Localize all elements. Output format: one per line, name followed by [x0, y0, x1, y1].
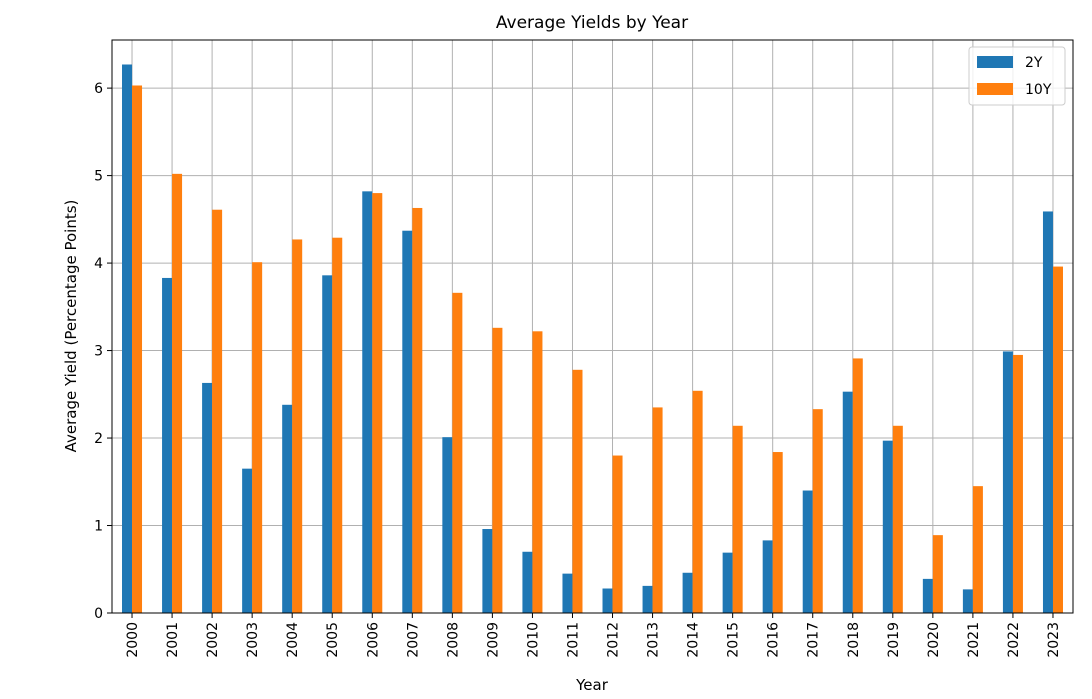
x-tick-label: 2000: [125, 622, 141, 658]
y-tick-label: 2: [94, 431, 103, 447]
x-tick-label: 2018: [846, 622, 862, 658]
x-tick-label: 2007: [405, 622, 421, 658]
x-tick-label: 2010: [525, 622, 541, 658]
x-tick-label: 2006: [365, 622, 381, 658]
legend-swatch-10y: [977, 83, 1013, 95]
bar-2y-2000: [122, 64, 133, 614]
bar-2y-2008: [442, 437, 453, 613]
bar-10y-2022: [1012, 354, 1023, 613]
x-tick-label: 2008: [445, 622, 461, 658]
x-tick-label: 2023: [1046, 622, 1062, 658]
x-tick-label: 2005: [325, 622, 341, 658]
y-tick-label: 6: [94, 81, 103, 97]
bar-10y-2004: [292, 239, 303, 613]
x-tick-label: 2016: [766, 622, 782, 658]
bar-10y-2020: [932, 535, 943, 613]
bar-2y-2009: [482, 529, 493, 613]
bar-2y-2006: [362, 191, 373, 613]
bar-2y-2022: [1002, 351, 1013, 613]
x-tick-label: 2004: [285, 622, 301, 658]
bar-10y-2005: [332, 237, 343, 614]
legend-label-10y: 10Y: [1025, 82, 1052, 98]
bar-2y-2016: [762, 540, 773, 613]
bar-10y-2013: [652, 407, 663, 613]
bar-2y-2018: [842, 391, 853, 613]
plot-area-frame: [111, 39, 1074, 614]
x-tick-label: 2011: [565, 622, 581, 658]
y-tick-label: 3: [94, 344, 103, 360]
bar-2y-2012: [602, 588, 613, 613]
y-axis: 0 1 2 3 4 5 6: [94, 81, 112, 622]
bar-10y-2010: [532, 331, 543, 613]
bar-10y-2009: [492, 327, 503, 613]
bars: [122, 64, 1063, 614]
legend: 2Y 10Y: [968, 46, 1066, 106]
bar-2y-2019: [882, 440, 893, 613]
bar-2y-2014: [682, 572, 693, 613]
y-tick-label: 1: [94, 519, 103, 535]
bar-10y-2015: [732, 425, 743, 613]
bar-10y-2017: [812, 409, 823, 613]
legend-label-2y: 2Y: [1025, 55, 1043, 71]
bar-10y-2016: [772, 452, 783, 613]
y-tick-label: 4: [94, 256, 103, 272]
bar-2y-2005: [322, 275, 333, 613]
x-tick-label: 2012: [606, 622, 622, 658]
x-tick-label: 2009: [485, 622, 501, 658]
x-tick-label: 2017: [806, 622, 822, 658]
bar-10y-2006: [372, 193, 383, 613]
bar-2y-2001: [162, 277, 173, 613]
bar-2y-2013: [642, 585, 653, 613]
x-axis: 2000 2001 2002 2003 2004 2005 2006 2007 2008 2009…: [125, 613, 1062, 658]
y-axis-title: Average Yield (Percentage Points): [62, 200, 80, 453]
bar-10y-2012: [612, 455, 623, 613]
x-tick-label: 2013: [646, 622, 662, 658]
x-tick-label: 2021: [966, 622, 982, 658]
bar-10y-2011: [572, 369, 583, 613]
x-tick-label: 2002: [205, 622, 221, 658]
bar-10y-2000: [132, 85, 143, 614]
bar-10y-2008: [452, 292, 463, 613]
bar-10y-2007: [412, 207, 423, 613]
bar-2y-2002: [202, 382, 213, 613]
bar-2y-2010: [522, 551, 533, 613]
bar-2y-2015: [722, 552, 733, 613]
bar-2y-2021: [962, 589, 973, 613]
x-tick-label: 2003: [245, 622, 261, 658]
bar-2y-2011: [562, 573, 573, 613]
x-tick-label: 2020: [926, 622, 942, 658]
legend-swatch-2y: [977, 56, 1013, 68]
x-tick-label: 2022: [1006, 622, 1022, 658]
x-axis-title: Year: [575, 676, 609, 694]
x-tick-label: 2014: [686, 622, 702, 658]
bar-10y-2014: [692, 390, 703, 613]
bar-10y-2021: [972, 486, 983, 613]
y-tick-label: 5: [94, 169, 103, 185]
bar-10y-2023: [1052, 266, 1063, 613]
x-tick-label: 2015: [726, 622, 742, 658]
x-tick-label: 2019: [886, 622, 902, 658]
y-tick-label: 0: [94, 606, 103, 622]
bar-2y-2023: [1042, 211, 1053, 614]
bar-2y-2003: [242, 468, 253, 613]
bar-10y-2001: [172, 173, 183, 613]
bar-2y-2020: [922, 578, 933, 613]
chart-title: Average Yields by Year: [496, 13, 688, 33]
bar-10y-2002: [212, 209, 223, 613]
bar-10y-2018: [852, 358, 863, 613]
bar-10y-2019: [892, 425, 903, 613]
bar-2y-2004: [282, 404, 293, 613]
bar-2y-2017: [802, 490, 813, 613]
x-tick-label: 2001: [165, 622, 181, 658]
bar-10y-2003: [252, 262, 263, 613]
bar-2y-2007: [402, 230, 413, 614]
